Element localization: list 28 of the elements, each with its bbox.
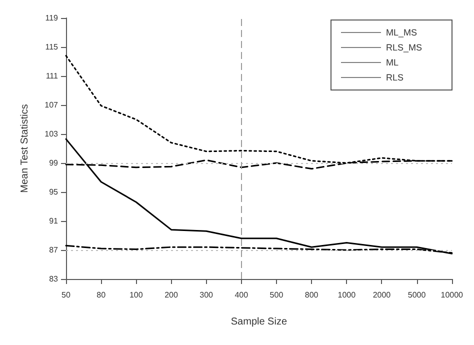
legend-label: ML [386, 58, 398, 68]
y-tick-label: 95 [49, 188, 59, 196]
x-tick-label: 5000 [408, 290, 426, 300]
y-tick-label: 99 [49, 158, 59, 168]
y-tick-label: 103 [44, 130, 59, 138]
y-tick-label: 107 [44, 100, 59, 110]
x-axis-title: Sample Size [230, 316, 288, 328]
x-tick-label: 100 [129, 290, 144, 300]
y-tick-label: 115 [45, 42, 59, 52]
x-tick-label: 10000 [440, 290, 464, 300]
y-tick-label: 111 [46, 72, 59, 80]
legend-label: ML_MS [386, 28, 417, 38]
x-tick-label: 80 [96, 290, 106, 300]
y-axis-title: Mean Test Statistics [20, 104, 30, 193]
x-tick-label: 300 [200, 290, 214, 300]
x-tick-label: 1000 [338, 290, 356, 300]
y-tick-label: 83 [49, 274, 59, 284]
y-tick-label: 87 [49, 246, 59, 254]
x-tick-label: 200 [164, 290, 178, 300]
x-tick-label: 50 [62, 290, 71, 300]
y-tick-label: 119 [45, 14, 59, 22]
x-tick-label: 800 [304, 290, 319, 300]
x-tick-label: 2000 [372, 290, 392, 300]
legend-label: RLS [386, 72, 404, 82]
y-tick-label: 91 [49, 216, 59, 226]
x-tick-label: 500 [270, 290, 284, 300]
legend-label: RLS_MS [386, 42, 422, 52]
x-tick-label: 400 [234, 290, 249, 300]
